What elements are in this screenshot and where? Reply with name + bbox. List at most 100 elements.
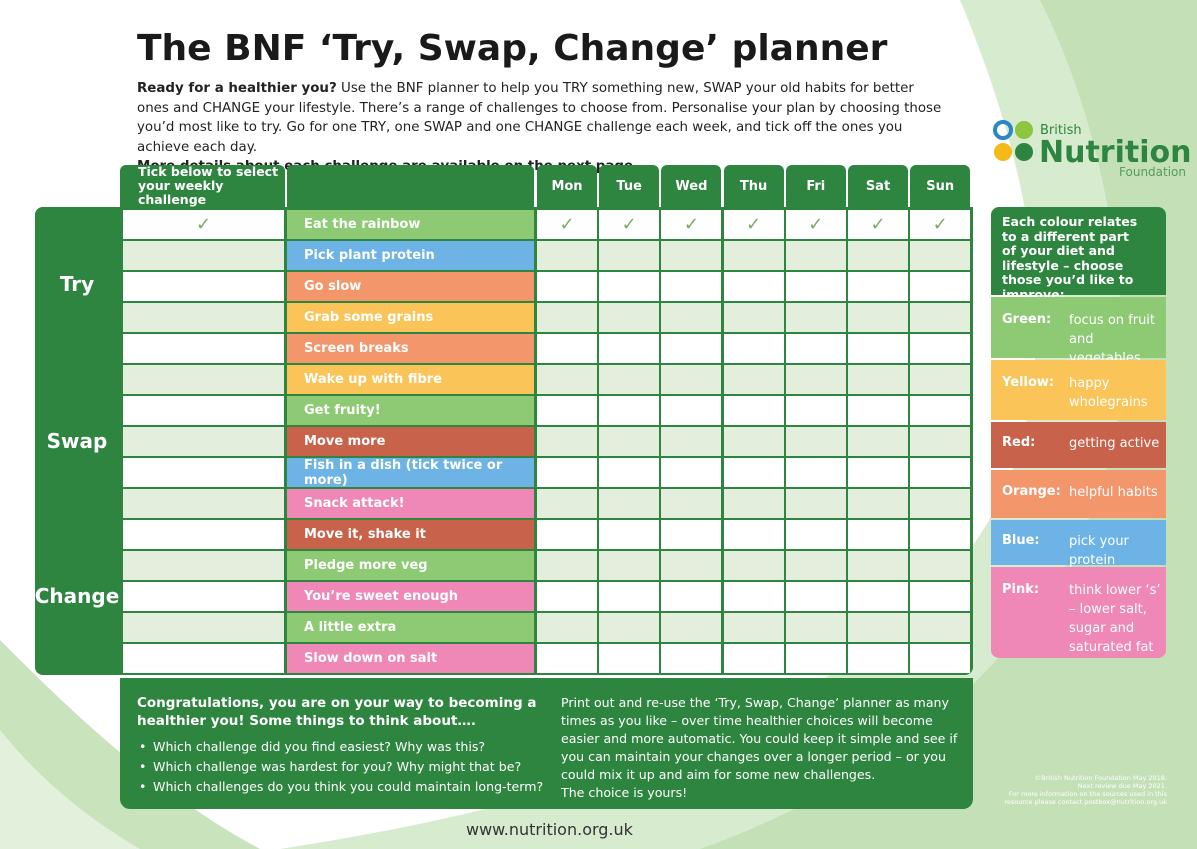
bullet-dot: • — [139, 759, 147, 774]
copyright: ©British Nutrition Foundation May 2018. N… — [960, 774, 1167, 806]
challenge: Grab some grains — [287, 303, 534, 332]
day-cell — [537, 613, 597, 642]
day-cell — [848, 241, 908, 270]
day-cell — [599, 396, 660, 425]
day-cell — [785, 365, 846, 394]
tick: ✓ — [621, 214, 637, 235]
day-cell — [599, 613, 660, 642]
day-cell — [723, 644, 784, 673]
legend-key: Red: — [1002, 435, 1036, 450]
challenge: You’re sweet enough — [287, 582, 534, 611]
day-cell — [599, 303, 660, 332]
challenge: Move it, shake it — [287, 520, 534, 549]
day-cell — [785, 272, 846, 301]
intro-text: Use the BNF planner to help you TRY some… — [137, 81, 942, 155]
day-cell — [599, 427, 660, 456]
challenge: A little extra — [287, 613, 534, 642]
select-cell — [123, 520, 284, 549]
day-cell — [910, 272, 971, 301]
intro: Ready for a healthier you? Use the BNF p… — [137, 79, 947, 177]
select-cell: ✓ — [123, 210, 284, 239]
legend-text: getting active — [1069, 436, 1160, 451]
day-cell — [661, 489, 722, 518]
select-cell — [123, 365, 284, 394]
challenge: Go slow — [287, 272, 534, 301]
logo: British Nutrition Foundation — [993, 120, 1190, 179]
day-cell — [661, 520, 722, 549]
day-cell: ✓ — [661, 210, 722, 239]
day-cell — [723, 303, 784, 332]
notes-text: Print out and re-use the ‘Try, Swap, Cha… — [561, 695, 958, 782]
day-cell — [848, 582, 908, 611]
challenge: Pick plant protein — [287, 241, 534, 270]
select-cell — [123, 241, 284, 270]
day-cell — [661, 458, 722, 487]
copyright-line: For more information on the sources used… — [1008, 790, 1167, 798]
select-cell — [123, 489, 284, 518]
day-cell — [910, 613, 971, 642]
day-cell — [785, 489, 846, 518]
day-cell — [537, 303, 597, 332]
day-cell — [910, 458, 971, 487]
day-cell — [848, 334, 908, 363]
day-cell — [723, 551, 784, 580]
bullet-dot: • — [139, 739, 147, 754]
legend-text: pick your protein — [1069, 533, 1129, 568]
day-cell — [599, 551, 660, 580]
day-cell — [599, 489, 660, 518]
copyright-line: Next review due May 2021. — [1077, 782, 1167, 790]
day-cell — [848, 551, 908, 580]
day-cell — [848, 520, 908, 549]
day-cell — [848, 489, 908, 518]
logo-small: British — [1040, 123, 1082, 138]
select-cell — [123, 334, 284, 363]
title: The BNF ‘Try, Swap, Change’ planner — [137, 28, 888, 69]
day-cell — [723, 458, 784, 487]
day-cell — [599, 241, 660, 270]
day-cell — [848, 272, 908, 301]
day-cell — [723, 520, 784, 549]
day-cell — [661, 551, 722, 580]
day-cell — [785, 520, 846, 549]
day-cell — [848, 396, 908, 425]
day-cell — [537, 365, 597, 394]
bullet: • Which challenge did you find easiest? W… — [137, 737, 547, 757]
challenge: Fish in a dish (tick twice or more) — [287, 458, 534, 488]
challenge: Slow down on salt — [287, 644, 534, 673]
day-cell — [785, 644, 846, 673]
legend-key: Pink: — [1002, 582, 1040, 597]
tick: ✓ — [559, 214, 575, 235]
tick: ✓ — [195, 214, 212, 235]
day-cell — [910, 365, 971, 394]
tick: ✓ — [870, 214, 886, 235]
day-cell: ✓ — [599, 210, 660, 239]
challenge: Move more — [287, 427, 534, 456]
day-cell — [599, 458, 660, 487]
day-cell — [723, 582, 784, 611]
challenge: Pledge more veg — [287, 551, 534, 580]
day-cell — [661, 334, 722, 363]
day-cell: ✓ — [785, 210, 846, 239]
day-cell — [910, 489, 971, 518]
legend-header: Each colour relates to a different part … — [991, 207, 1166, 301]
day-cell — [910, 582, 971, 611]
day-header: Thu — [723, 165, 784, 207]
notes-paragraph: Print out and re-use the ‘Try, Swap, Cha… — [561, 694, 961, 802]
day-header: Mon — [537, 165, 597, 207]
day-cell — [723, 396, 784, 425]
day-header: Wed — [661, 165, 722, 207]
day-cell — [537, 241, 597, 270]
logo-sub: Foundation — [1119, 165, 1186, 179]
day-cell — [661, 365, 722, 394]
notes-end: The choice is yours! — [561, 785, 688, 800]
day-cell — [661, 427, 722, 456]
day-cell — [848, 458, 908, 487]
day-header: Sun — [910, 165, 971, 207]
day-cell — [537, 520, 597, 549]
day-cell — [910, 427, 971, 456]
day-cell — [848, 303, 908, 332]
name-header — [287, 165, 534, 207]
day-cell — [848, 427, 908, 456]
legend-item: Pink: think lower ‘s’ – lower salt, sugar… — [991, 567, 1166, 658]
day-cell — [537, 489, 597, 518]
